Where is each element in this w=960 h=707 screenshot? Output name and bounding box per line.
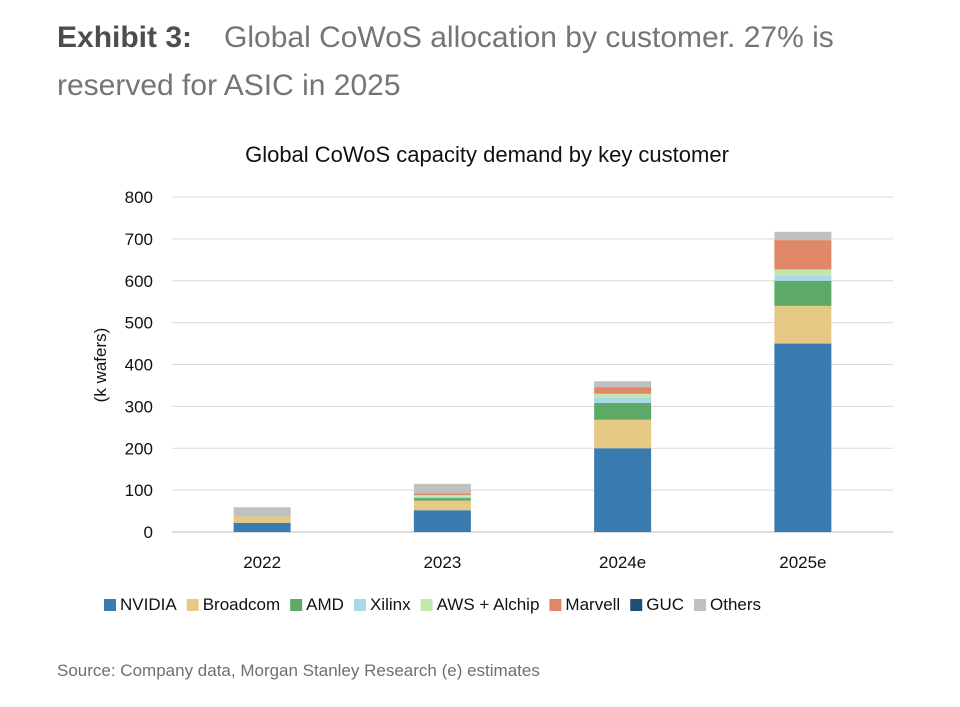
legend-swatch bbox=[187, 599, 199, 611]
legend-swatch bbox=[104, 599, 116, 611]
legend: NVIDIA Broadcom AMD Xilinx AWS + Alchip Marve… bbox=[104, 595, 761, 614]
legend-label: Broadcom bbox=[203, 595, 280, 614]
y-tick-label: 0 bbox=[144, 523, 153, 542]
legend-label: NVIDIA bbox=[120, 595, 177, 614]
bar-aws-alchip-2023 bbox=[414, 495, 471, 497]
bar-broadcom-2022 bbox=[234, 517, 291, 523]
bar-broadcom-2023 bbox=[414, 501, 471, 511]
bar-nvidia-2022 bbox=[234, 523, 291, 532]
bar-broadcom-2024e bbox=[594, 420, 651, 448]
bar-aws-alchip-2024e bbox=[594, 394, 651, 398]
chart-title: Global CoWoS capacity demand by key cust… bbox=[245, 142, 729, 167]
bar-amd-2023 bbox=[414, 498, 471, 501]
bar-aws-alchip-2025e bbox=[774, 269, 831, 275]
legend-swatch bbox=[354, 599, 366, 611]
y-tick-label: 200 bbox=[125, 439, 153, 458]
legend-label: Marvell bbox=[565, 595, 620, 614]
legend-label: AMD bbox=[306, 595, 344, 614]
bar-nvidia-2023 bbox=[414, 510, 471, 532]
y-axis-ticks: 0 100 200 300 400 500 600 700 800 bbox=[125, 188, 153, 542]
x-axis-ticks: 2022 2023 2024e 2025e bbox=[243, 553, 826, 572]
bar-amd-2024e bbox=[594, 403, 651, 420]
bar-xilinx-2023 bbox=[414, 497, 471, 498]
legend-label: GUC bbox=[646, 595, 684, 614]
bar-others-2024e bbox=[594, 381, 651, 387]
legend-swatch bbox=[630, 599, 642, 611]
legend-swatch bbox=[290, 599, 302, 611]
y-tick-label: 500 bbox=[125, 314, 153, 333]
y-axis-label: (k wafers) bbox=[91, 328, 110, 403]
legend-swatch bbox=[549, 599, 561, 611]
y-tick-label: 600 bbox=[125, 272, 153, 291]
legend-label: Others bbox=[710, 595, 761, 614]
bar-marvell-2024e bbox=[594, 387, 651, 394]
x-tick-label: 2023 bbox=[423, 553, 461, 572]
bars bbox=[234, 232, 832, 532]
bar-nvidia-2024e bbox=[594, 448, 651, 532]
y-tick-label: 400 bbox=[125, 356, 153, 375]
y-tick-label: 700 bbox=[125, 230, 153, 249]
source-note: Source: Company data, Morgan Stanley Res… bbox=[57, 661, 540, 681]
bar-broadcom-2025e bbox=[774, 306, 831, 344]
bar-others-2023 bbox=[414, 484, 471, 494]
bar-others-2022 bbox=[234, 507, 291, 516]
x-tick-label: 2024e bbox=[599, 553, 646, 572]
bar-others-2025e bbox=[774, 232, 831, 240]
x-tick-label: 2022 bbox=[243, 553, 281, 572]
bar-xilinx-2025e bbox=[774, 276, 831, 281]
bar-amd-2025e bbox=[774, 281, 831, 306]
y-tick-label: 300 bbox=[125, 397, 153, 416]
legend-label: AWS + Alchip bbox=[437, 595, 540, 614]
y-tick-label: 100 bbox=[125, 481, 153, 500]
bar-xilinx-2024e bbox=[594, 398, 651, 403]
legend-label: Xilinx bbox=[370, 595, 411, 614]
legend-swatch bbox=[421, 599, 433, 611]
bar-nvidia-2025e bbox=[774, 344, 831, 532]
bar-marvell-2023 bbox=[414, 493, 471, 495]
legend-swatch bbox=[694, 599, 706, 611]
x-tick-label: 2025e bbox=[779, 553, 826, 572]
y-tick-label: 800 bbox=[125, 188, 153, 207]
bar-marvell-2025e bbox=[774, 240, 831, 269]
stacked-bar-chart: Global CoWoS capacity demand by key cust… bbox=[0, 0, 960, 650]
